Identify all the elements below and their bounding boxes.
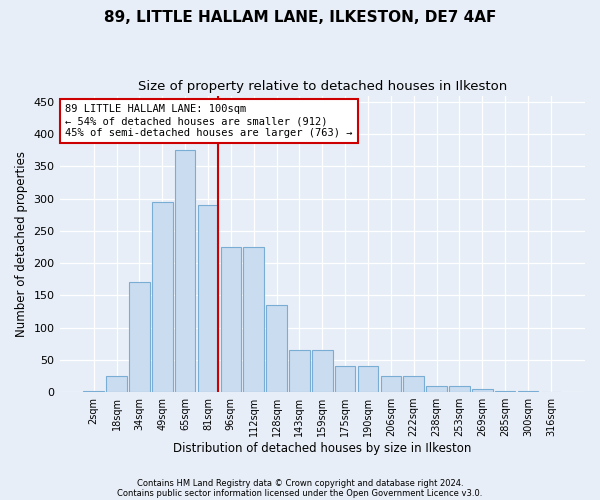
Bar (266, 305, 287, 392)
Bar (403, 376, 424, 392)
Bar (449, 386, 470, 392)
Bar (221, 247, 241, 392)
Bar (152, 202, 173, 392)
Bar (106, 376, 127, 392)
Bar (289, 350, 310, 392)
Bar (198, 205, 218, 392)
Bar (335, 366, 355, 392)
Bar (495, 391, 515, 392)
Bar (175, 150, 196, 392)
Bar (426, 386, 447, 392)
Bar (244, 247, 264, 392)
Bar (358, 366, 378, 392)
Text: Contains public sector information licensed under the Open Government Licence v3: Contains public sector information licen… (118, 488, 482, 498)
Bar (129, 282, 150, 392)
Y-axis label: Number of detached properties: Number of detached properties (15, 151, 28, 337)
Text: 89 LITTLE HALLAM LANE: 100sqm
← 54% of detached houses are smaller (912)
45% of : 89 LITTLE HALLAM LANE: 100sqm ← 54% of d… (65, 104, 352, 138)
Title: Size of property relative to detached houses in Ilkeston: Size of property relative to detached ho… (137, 80, 507, 93)
Text: 89, LITTLE HALLAM LANE, ILKESTON, DE7 4AF: 89, LITTLE HALLAM LANE, ILKESTON, DE7 4A… (104, 10, 496, 25)
Bar (312, 350, 332, 392)
Bar (472, 389, 493, 392)
X-axis label: Distribution of detached houses by size in Ilkeston: Distribution of detached houses by size … (173, 442, 472, 455)
Text: Contains HM Land Registry data © Crown copyright and database right 2024.: Contains HM Land Registry data © Crown c… (137, 478, 463, 488)
Bar (380, 376, 401, 392)
